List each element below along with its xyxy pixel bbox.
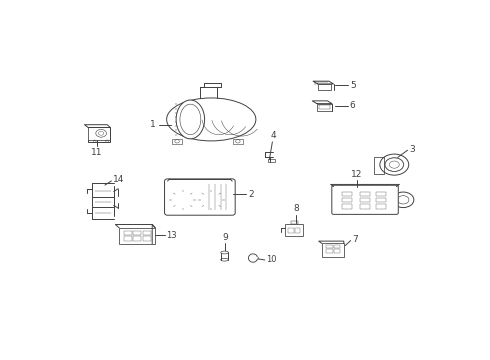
Bar xyxy=(143,237,151,241)
Bar xyxy=(133,231,142,235)
Bar xyxy=(295,228,300,233)
FancyBboxPatch shape xyxy=(332,185,398,214)
Text: 3: 3 xyxy=(409,145,415,154)
Bar xyxy=(133,237,142,241)
Bar xyxy=(334,245,341,248)
Bar xyxy=(342,204,352,209)
Text: 7: 7 xyxy=(352,235,358,244)
Bar xyxy=(233,139,243,144)
Text: 9: 9 xyxy=(222,233,228,242)
Bar xyxy=(288,228,294,233)
Bar xyxy=(172,139,182,144)
Text: 1: 1 xyxy=(150,121,156,130)
Text: 10: 10 xyxy=(267,256,277,265)
Ellipse shape xyxy=(220,251,228,254)
Text: 5: 5 xyxy=(350,81,356,90)
Ellipse shape xyxy=(176,100,205,139)
Bar xyxy=(123,237,132,241)
Bar xyxy=(123,231,132,235)
Bar xyxy=(318,84,331,90)
Bar xyxy=(88,127,110,140)
Bar xyxy=(322,243,344,257)
Bar xyxy=(291,221,298,224)
Bar xyxy=(376,198,386,202)
Bar xyxy=(119,228,155,244)
Bar xyxy=(342,198,352,202)
Bar xyxy=(326,245,333,248)
Bar xyxy=(342,192,352,196)
Text: 6: 6 xyxy=(350,101,356,110)
Bar xyxy=(360,192,370,196)
FancyBboxPatch shape xyxy=(165,179,235,215)
Text: 14: 14 xyxy=(113,175,124,184)
Bar xyxy=(360,198,370,202)
Bar xyxy=(285,224,303,236)
Bar xyxy=(319,105,330,109)
Text: 4: 4 xyxy=(270,131,276,140)
Bar xyxy=(334,249,341,253)
Bar xyxy=(268,159,275,162)
Text: 2: 2 xyxy=(248,190,254,199)
Bar xyxy=(143,231,151,235)
Bar xyxy=(376,204,386,209)
Text: 13: 13 xyxy=(167,230,177,239)
Bar xyxy=(360,204,370,209)
Bar xyxy=(317,104,332,111)
Ellipse shape xyxy=(167,98,256,141)
Bar xyxy=(376,192,386,196)
Bar xyxy=(326,249,333,253)
Text: 8: 8 xyxy=(294,204,299,213)
Bar xyxy=(374,157,384,174)
Text: 12: 12 xyxy=(351,170,363,179)
Text: 11: 11 xyxy=(91,148,102,157)
